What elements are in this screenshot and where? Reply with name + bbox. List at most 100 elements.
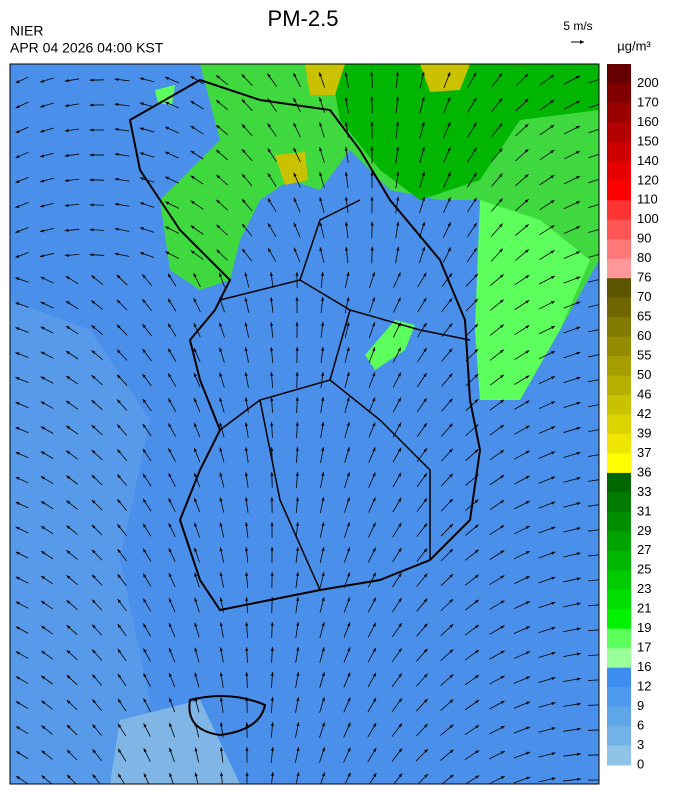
colorbar-unit: µg/m³ — [617, 38, 651, 53]
colorbar-label: 21 — [637, 601, 651, 616]
colorbar-segment — [607, 726, 631, 746]
colorbar-segment — [607, 103, 631, 123]
colorbar-segment — [607, 239, 631, 259]
colorbar-segment — [607, 200, 631, 220]
colorbar-segment — [607, 83, 631, 103]
colorbar-segment — [607, 492, 631, 512]
colorbar-label: 70 — [637, 289, 651, 304]
arrow-head — [602, 778, 606, 781]
title: PM-2.5 — [268, 6, 339, 31]
colorbar-label: 60 — [637, 328, 651, 343]
arrow-head — [602, 728, 606, 731]
arrow-head — [602, 678, 606, 681]
colorbar-segment — [607, 259, 631, 279]
colorbar: 2001701601501401201101009080767065605550… — [607, 64, 659, 771]
colorbar-segment — [607, 122, 631, 142]
colorbar-label: 100 — [637, 211, 659, 226]
colorbar-segment — [607, 317, 631, 337]
colorbar-label: 76 — [637, 270, 651, 285]
colorbar-label: 29 — [637, 523, 651, 538]
colorbar-segment — [607, 668, 631, 688]
arrow-head — [601, 77, 605, 80]
colorbar-segment — [607, 356, 631, 376]
arrow-head — [602, 553, 606, 556]
colorbar-segment — [607, 415, 631, 435]
arrow-head — [601, 102, 605, 105]
colorbar-label: 31 — [637, 503, 651, 518]
colorbar-label: 50 — [637, 367, 651, 382]
arrow-head — [602, 177, 606, 180]
arrow-head — [602, 528, 606, 531]
colorbar-label: 36 — [637, 464, 651, 479]
arrow-head — [602, 252, 606, 255]
arrow-head — [602, 202, 606, 205]
colorbar-segment — [607, 551, 631, 571]
colorbar-label: 25 — [637, 562, 651, 577]
colorbar-label: 17 — [637, 640, 651, 655]
colorbar-label: 39 — [637, 425, 651, 440]
colorbar-label: 42 — [637, 406, 651, 421]
colorbar-label: 0 — [637, 756, 644, 771]
colorbar-segment — [607, 220, 631, 240]
wind-scale-label: 5 m/s — [563, 19, 592, 33]
colorbar-label: 37 — [637, 445, 651, 460]
colorbar-segment — [607, 278, 631, 298]
colorbar-segment — [607, 512, 631, 532]
arrow-head — [602, 277, 606, 280]
colorbar-label: 6 — [637, 717, 644, 732]
colorbar-segment — [607, 648, 631, 668]
arrow-head — [602, 377, 606, 380]
colorbar-segment — [607, 298, 631, 318]
colorbar-label: 55 — [637, 348, 651, 363]
arrow-head — [602, 352, 606, 355]
colorbar-segment — [607, 453, 631, 473]
colorbar-label: 19 — [637, 620, 651, 635]
arrow-head — [602, 302, 606, 305]
colorbar-segment — [607, 64, 631, 84]
arrow-head — [602, 478, 606, 481]
arrow-head — [602, 227, 606, 230]
colorbar-segment — [607, 570, 631, 590]
colorbar-label: 33 — [637, 484, 651, 499]
colorbar-segment — [607, 590, 631, 610]
arrow-head — [602, 327, 606, 330]
colorbar-label: 110 — [637, 192, 658, 207]
colorbar-segment — [607, 181, 631, 201]
colorbar-segment — [607, 337, 631, 357]
arrow-head — [602, 703, 606, 706]
arrow-head — [602, 428, 606, 431]
colorbar-segment — [607, 395, 631, 415]
colorbar-label: 23 — [637, 581, 651, 596]
colorbar-segment — [607, 142, 631, 162]
colorbar-label: 90 — [637, 231, 651, 246]
colorbar-label: 160 — [637, 114, 659, 129]
arrow-head — [602, 603, 606, 606]
agency: NIER — [10, 23, 43, 39]
colorbar-label: 12 — [637, 679, 651, 694]
arrow-head — [602, 628, 606, 631]
map — [10, 64, 606, 788]
colorbar-segment — [607, 434, 631, 454]
colorbar-label: 140 — [637, 153, 659, 168]
colorbar-segment — [607, 609, 631, 629]
colorbar-segment — [607, 746, 631, 766]
colorbar-segment — [607, 531, 631, 551]
colorbar-label: 27 — [637, 542, 651, 557]
timestamp: APR 04 2026 04:00 KST — [10, 40, 164, 56]
colorbar-label: 46 — [637, 386, 651, 401]
colorbar-segment — [607, 161, 631, 181]
colorbar-label: 170 — [637, 94, 659, 109]
colorbar-segment — [607, 707, 631, 727]
arrow-head — [602, 152, 606, 155]
arrow-head — [602, 453, 606, 456]
arrow-head — [602, 578, 606, 581]
arrow-head — [602, 753, 606, 756]
colorbar-label: 65 — [637, 309, 651, 324]
colorbar-label: 9 — [637, 698, 644, 713]
colorbar-label: 16 — [637, 659, 651, 674]
arrow-head — [602, 402, 606, 405]
arrow-head — [602, 503, 606, 506]
colorbar-label: 3 — [637, 737, 644, 752]
